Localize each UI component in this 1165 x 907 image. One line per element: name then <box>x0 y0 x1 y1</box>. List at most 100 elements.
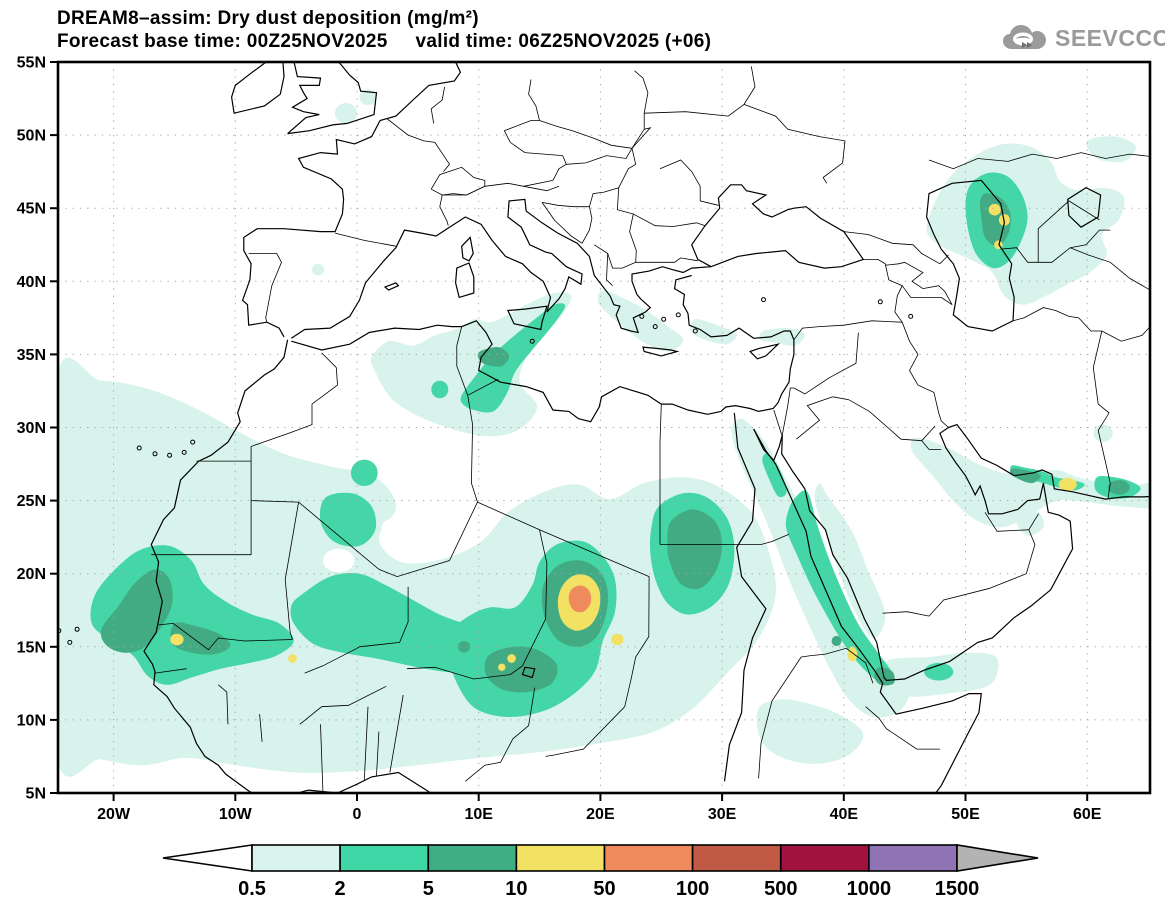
lat-tick-label: 25N <box>17 493 46 510</box>
dust-contour-level-3 <box>458 641 471 653</box>
legend-segment <box>868 844 958 872</box>
coastline-island <box>521 666 536 679</box>
island-dot <box>639 313 645 319</box>
dust-contour-level-3 <box>667 509 723 590</box>
coastline-island <box>748 343 781 360</box>
coastline <box>948 423 1150 500</box>
country-border <box>1070 247 1150 291</box>
legend-value-label: 500 <box>764 878 797 900</box>
legend-value-label: 1500 <box>935 878 980 900</box>
lon-tick-label: 0 <box>353 806 362 823</box>
coastline-island <box>454 262 475 299</box>
country-border <box>629 213 637 263</box>
island-dot <box>675 312 681 318</box>
island-dot <box>74 626 80 632</box>
island-dot <box>136 445 142 451</box>
coastline <box>241 62 462 338</box>
dust-contour-level-1 <box>312 263 325 276</box>
lat-tick-label: 5N <box>26 786 46 803</box>
country-border <box>552 155 567 181</box>
country-border <box>659 159 719 206</box>
island-dot <box>51 614 55 618</box>
legend-value-label: 50 <box>593 878 615 900</box>
lat-tick-label: 55N <box>17 55 46 72</box>
lon-tick-label: 20E <box>586 806 615 823</box>
dust-contour-level-1 <box>756 699 864 764</box>
lon-tick-label: 40E <box>830 806 859 823</box>
coastline <box>290 184 865 339</box>
lat-tick-label: 45N <box>17 201 46 218</box>
country-border <box>644 104 745 117</box>
lon-tick-label: 50E <box>951 806 980 823</box>
dust-contour-level-2 <box>431 380 449 399</box>
axis-ticks <box>50 61 1089 801</box>
island-dot <box>761 297 766 303</box>
country-border <box>442 180 553 196</box>
graticule <box>58 62 1150 793</box>
legend-value-label: 1000 <box>847 878 892 900</box>
lat-tick-label: 35N <box>17 347 46 364</box>
country-border <box>984 512 1029 532</box>
island-dot <box>190 439 196 445</box>
country-border <box>594 244 613 286</box>
country-border <box>901 285 953 306</box>
country-border <box>465 687 536 782</box>
country-border <box>528 79 540 121</box>
country-border <box>158 622 293 651</box>
country-border <box>387 118 450 172</box>
country-border <box>1012 307 1102 332</box>
dust-gap <box>322 548 355 573</box>
country-border <box>456 326 469 396</box>
dust-gap <box>381 516 418 541</box>
coastline <box>287 62 322 135</box>
legend-value-label: 2 <box>335 878 346 900</box>
country-border <box>439 194 449 226</box>
lat-tick-label: 20N <box>17 566 46 583</box>
country-border <box>389 694 404 773</box>
country-border <box>801 647 874 684</box>
country-border <box>539 120 633 149</box>
country-border <box>581 206 593 244</box>
geography <box>51 62 1150 793</box>
lat-tick-label: 50N <box>17 128 46 145</box>
lat-tick-label: 40N <box>17 274 46 291</box>
country-border <box>843 231 949 265</box>
country-border <box>616 187 634 215</box>
dust-contour-level-3 <box>831 635 842 647</box>
map-title: DREAM8–assim: Dry dust deposition (mg/m²… <box>57 8 479 29</box>
legend-segment <box>515 844 606 872</box>
dust-contour-level-1 <box>814 483 886 639</box>
legend-value-label: 100 <box>676 878 709 900</box>
legend-arrow-right <box>956 844 1039 872</box>
legend-segment <box>779 844 870 872</box>
country-border <box>430 86 445 124</box>
dust-contour-level-1 <box>335 103 357 124</box>
lon-tick-label: 10W <box>219 806 253 823</box>
legend-segment <box>251 844 341 872</box>
axis-labels: 55N 50N 45N 40N 35N 30N 25N 20N 15N 10N 5N 20W 10W 0 1… <box>17 55 1102 824</box>
country-border <box>218 684 229 725</box>
coastline <box>781 427 1074 682</box>
dust-contour-level-3 <box>874 667 895 686</box>
country-border <box>406 665 523 680</box>
coastline <box>753 428 783 462</box>
country-border <box>660 533 790 545</box>
lat-tick-label: 15N <box>17 639 46 656</box>
lon-tick-label: 30E <box>708 806 737 823</box>
country-border <box>545 706 625 757</box>
dust-contour-level-3 <box>170 622 231 655</box>
island-dot <box>661 316 667 322</box>
country-border <box>901 322 949 428</box>
legend-value-label: 0.5 <box>238 878 266 900</box>
dust-contour-level-3 <box>100 569 173 653</box>
country-border <box>631 70 649 149</box>
country-border <box>430 166 486 196</box>
country-border <box>1101 326 1150 342</box>
country-border <box>503 130 563 156</box>
dust-contour-level-1 <box>1016 508 1044 536</box>
country-border <box>259 714 263 742</box>
coastline <box>291 274 795 423</box>
lon-tick-label: 60E <box>1073 806 1102 823</box>
dust-contour-level-1 <box>689 319 737 345</box>
